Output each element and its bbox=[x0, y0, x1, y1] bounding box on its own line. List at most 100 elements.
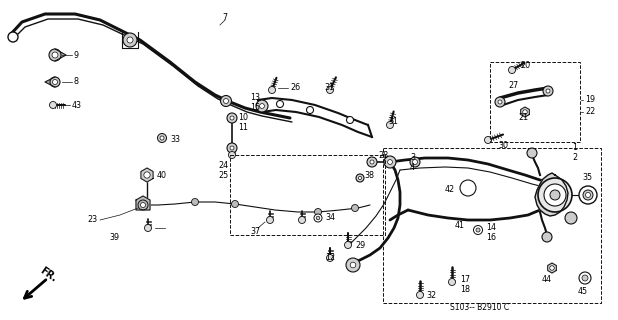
Circle shape bbox=[144, 172, 150, 178]
Circle shape bbox=[485, 137, 491, 143]
Text: 38: 38 bbox=[364, 171, 374, 180]
Circle shape bbox=[542, 232, 552, 242]
Circle shape bbox=[145, 225, 151, 231]
Circle shape bbox=[582, 275, 588, 281]
Circle shape bbox=[473, 226, 483, 235]
Text: 27: 27 bbox=[508, 81, 519, 90]
Text: 2: 2 bbox=[572, 154, 577, 163]
Circle shape bbox=[314, 214, 322, 222]
Circle shape bbox=[256, 100, 268, 112]
Text: 16: 16 bbox=[486, 234, 496, 243]
Text: 32: 32 bbox=[426, 291, 436, 300]
Polygon shape bbox=[141, 168, 153, 182]
Text: 4: 4 bbox=[410, 163, 415, 172]
Circle shape bbox=[543, 86, 553, 96]
Circle shape bbox=[417, 292, 423, 299]
Circle shape bbox=[123, 33, 137, 47]
Text: 7: 7 bbox=[222, 13, 227, 22]
Text: 42: 42 bbox=[445, 186, 455, 195]
Circle shape bbox=[550, 190, 560, 200]
Text: 13: 13 bbox=[250, 92, 260, 101]
Circle shape bbox=[315, 209, 321, 215]
Polygon shape bbox=[548, 263, 556, 273]
Circle shape bbox=[230, 146, 234, 150]
Circle shape bbox=[53, 79, 57, 84]
Circle shape bbox=[127, 37, 133, 43]
Text: 34: 34 bbox=[325, 213, 335, 222]
Circle shape bbox=[229, 151, 235, 158]
Circle shape bbox=[449, 278, 455, 285]
Circle shape bbox=[224, 99, 229, 103]
Circle shape bbox=[546, 89, 550, 93]
Polygon shape bbox=[521, 107, 530, 117]
Text: 31: 31 bbox=[324, 84, 334, 92]
Text: FR.: FR. bbox=[38, 266, 59, 284]
Circle shape bbox=[370, 160, 374, 164]
Circle shape bbox=[550, 266, 554, 270]
Text: 11: 11 bbox=[238, 124, 248, 132]
Text: 28: 28 bbox=[378, 150, 388, 159]
Polygon shape bbox=[45, 77, 55, 87]
Circle shape bbox=[387, 160, 392, 164]
Circle shape bbox=[384, 158, 392, 166]
Circle shape bbox=[386, 160, 389, 164]
Text: 8: 8 bbox=[73, 77, 78, 86]
Circle shape bbox=[386, 122, 394, 129]
Circle shape bbox=[509, 67, 515, 74]
Circle shape bbox=[358, 176, 362, 180]
Bar bbox=[383, 148, 601, 303]
Circle shape bbox=[140, 203, 145, 207]
Text: 18: 18 bbox=[460, 285, 470, 294]
Circle shape bbox=[347, 116, 353, 124]
Circle shape bbox=[460, 180, 476, 196]
Circle shape bbox=[307, 107, 313, 114]
Circle shape bbox=[498, 100, 502, 104]
Circle shape bbox=[565, 212, 577, 224]
Text: S103-- B2910 C: S103-- B2910 C bbox=[450, 303, 509, 313]
Text: 9: 9 bbox=[73, 51, 78, 60]
Text: 41: 41 bbox=[455, 220, 465, 229]
Bar bbox=[230, 155, 385, 235]
Circle shape bbox=[495, 97, 505, 107]
Text: 25: 25 bbox=[218, 171, 228, 180]
Text: 37: 37 bbox=[250, 228, 260, 236]
Circle shape bbox=[8, 32, 18, 42]
Polygon shape bbox=[55, 49, 66, 61]
Circle shape bbox=[527, 148, 537, 158]
Circle shape bbox=[367, 157, 377, 167]
Circle shape bbox=[326, 86, 334, 93]
Circle shape bbox=[356, 174, 364, 182]
Text: 24: 24 bbox=[218, 161, 228, 170]
Circle shape bbox=[384, 156, 396, 168]
Circle shape bbox=[227, 113, 237, 123]
Text: 40: 40 bbox=[157, 171, 167, 180]
Circle shape bbox=[52, 52, 58, 58]
Circle shape bbox=[585, 193, 591, 197]
Text: 22: 22 bbox=[585, 108, 595, 116]
Circle shape bbox=[158, 133, 166, 142]
Text: 33: 33 bbox=[170, 135, 180, 145]
Circle shape bbox=[49, 49, 61, 61]
Text: 15: 15 bbox=[250, 103, 260, 113]
Circle shape bbox=[221, 95, 232, 107]
Text: 20: 20 bbox=[520, 60, 530, 69]
Text: 17: 17 bbox=[460, 276, 470, 284]
Circle shape bbox=[326, 254, 334, 261]
Text: 19: 19 bbox=[585, 95, 595, 105]
Circle shape bbox=[227, 143, 237, 153]
Circle shape bbox=[583, 190, 593, 200]
Circle shape bbox=[579, 272, 591, 284]
Text: 29: 29 bbox=[355, 241, 365, 250]
Text: 12: 12 bbox=[325, 253, 335, 262]
Circle shape bbox=[579, 186, 597, 204]
Text: 21: 21 bbox=[518, 114, 528, 123]
Text: 26: 26 bbox=[290, 84, 300, 92]
Circle shape bbox=[410, 157, 420, 167]
Circle shape bbox=[316, 216, 320, 220]
Circle shape bbox=[523, 110, 527, 114]
Circle shape bbox=[344, 242, 352, 249]
Circle shape bbox=[260, 104, 265, 108]
Text: 39: 39 bbox=[109, 233, 119, 242]
Circle shape bbox=[138, 200, 148, 210]
Circle shape bbox=[230, 116, 234, 120]
